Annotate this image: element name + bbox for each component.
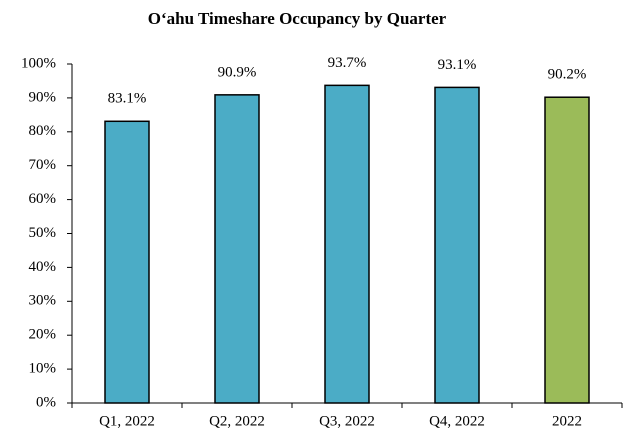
x-tick-label: Q3, 2022 (319, 413, 375, 429)
bar (104, 120, 150, 404)
x-tick-label: 2022 (552, 413, 582, 429)
y-tick-label: 30% (29, 293, 57, 309)
y-tick-label: 0% (36, 394, 56, 410)
y-tick-label: 50% (29, 225, 57, 241)
value-label: 90.9% (218, 64, 257, 80)
bar (214, 94, 260, 404)
y-tick-label: 100% (21, 55, 56, 71)
bar (434, 86, 480, 404)
value-label: 93.7% (328, 55, 367, 71)
bar (544, 96, 590, 404)
x-tick-label: Q2, 2022 (209, 413, 265, 429)
x-tick-label: Q4, 2022 (429, 413, 485, 429)
y-tick-label: 40% (29, 259, 57, 275)
y-tick-label: 10% (29, 361, 57, 377)
y-tick-label: 20% (29, 327, 57, 343)
chart-title: O‘ahu Timeshare Occupancy by Quarter (148, 9, 447, 28)
value-label: 90.2% (548, 67, 587, 83)
y-tick-label: 70% (29, 157, 57, 173)
y-tick-label: 80% (29, 123, 57, 139)
y-tick-label: 90% (29, 89, 57, 105)
x-tick-label: Q1, 2022 (99, 413, 155, 429)
value-label: 83.1% (108, 91, 147, 107)
value-label: 93.1% (438, 57, 477, 73)
y-tick-label: 60% (29, 191, 57, 207)
bar (324, 84, 370, 404)
